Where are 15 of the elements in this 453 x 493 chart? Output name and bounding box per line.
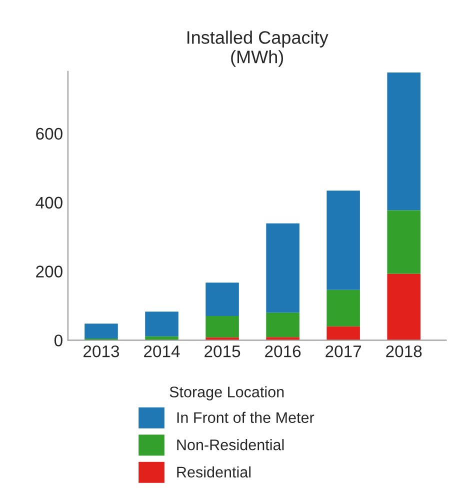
legend-title: Storage Location [170, 386, 284, 400]
legend-label: Non-Residential [177, 439, 284, 450]
x-tick-label: 2016 [265, 345, 301, 358]
x-tick-label: 2013 [84, 345, 120, 358]
x-tick-label: 2018 [386, 345, 422, 358]
y-tick-label: 600 [36, 128, 62, 140]
y-tick-label: 0 [54, 334, 62, 346]
y-tick-label: 400 [36, 196, 62, 209]
y-tick-label: 200 [36, 266, 62, 278]
legend-label: In Front of the Meter [177, 412, 314, 424]
x-tick-label: 2017 [326, 345, 362, 358]
x-tick-label: 2014 [144, 345, 180, 358]
x-tick-label: 2015 [204, 345, 240, 358]
chart-title: Installed Capacity (MWh) [187, 30, 328, 67]
legend-label: Residential [177, 466, 251, 478]
